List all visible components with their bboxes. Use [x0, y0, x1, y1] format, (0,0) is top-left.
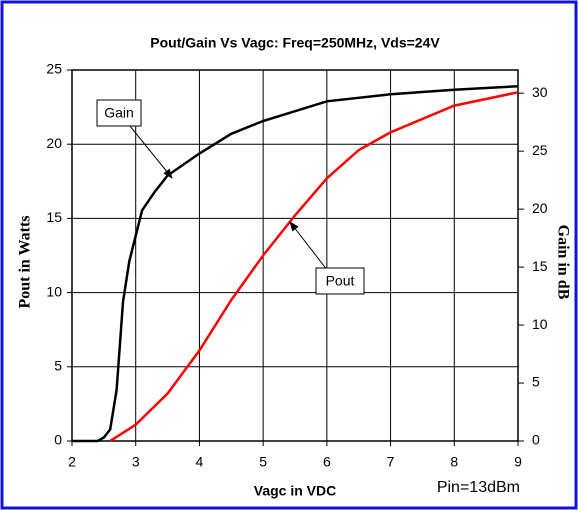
x-tick-label: 3: [132, 454, 140, 470]
y2-tick-label: 30: [532, 84, 548, 100]
x-tick-label: 9: [514, 454, 522, 470]
y2-tick-label: 25: [532, 142, 548, 158]
y2-axis-label: Gain in dB: [554, 225, 571, 300]
callout-arrow: [289, 221, 326, 269]
y2-tick-label: 0: [532, 432, 540, 448]
x-tick-label: 5: [259, 454, 267, 470]
x-tick-label: 7: [387, 454, 395, 470]
y-tick-label: 0: [54, 432, 62, 448]
callout-arrow: [129, 125, 173, 179]
x-tick-label: 2: [68, 454, 76, 470]
plot-border: [71, 69, 519, 442]
callout-box: [96, 99, 142, 127]
y2-tick-label: 15: [532, 258, 548, 274]
series-line: [109, 91, 519, 443]
legend-label: Pout: [326, 273, 355, 289]
y2-tick-label: 5: [532, 374, 540, 390]
y-tick-label: 25: [46, 61, 62, 77]
y-tick-label: 15: [46, 209, 62, 225]
x-tick-label: 6: [323, 454, 331, 470]
x-tick-label: 8: [450, 454, 458, 470]
chart-title: Pout/Gain Vs Vagc: Freq=250MHz, Vds=24V: [150, 35, 440, 51]
callout-box: [315, 267, 365, 295]
x-tick-label: 4: [196, 454, 204, 470]
x-axis-label: Vagc in VDC: [254, 483, 336, 499]
y-tick-label: 20: [46, 135, 62, 151]
y2-tick-label: 20: [532, 200, 548, 216]
y-axis-label: Pout in Watts: [17, 215, 34, 308]
y-tick-label: 5: [54, 358, 62, 374]
y-tick-label: 10: [46, 283, 62, 299]
y2-tick-label: 10: [532, 316, 548, 332]
series-line: [72, 84, 519, 443]
legend-label: Gain: [104, 105, 134, 121]
annotation: Pin=13dBm: [437, 479, 520, 496]
